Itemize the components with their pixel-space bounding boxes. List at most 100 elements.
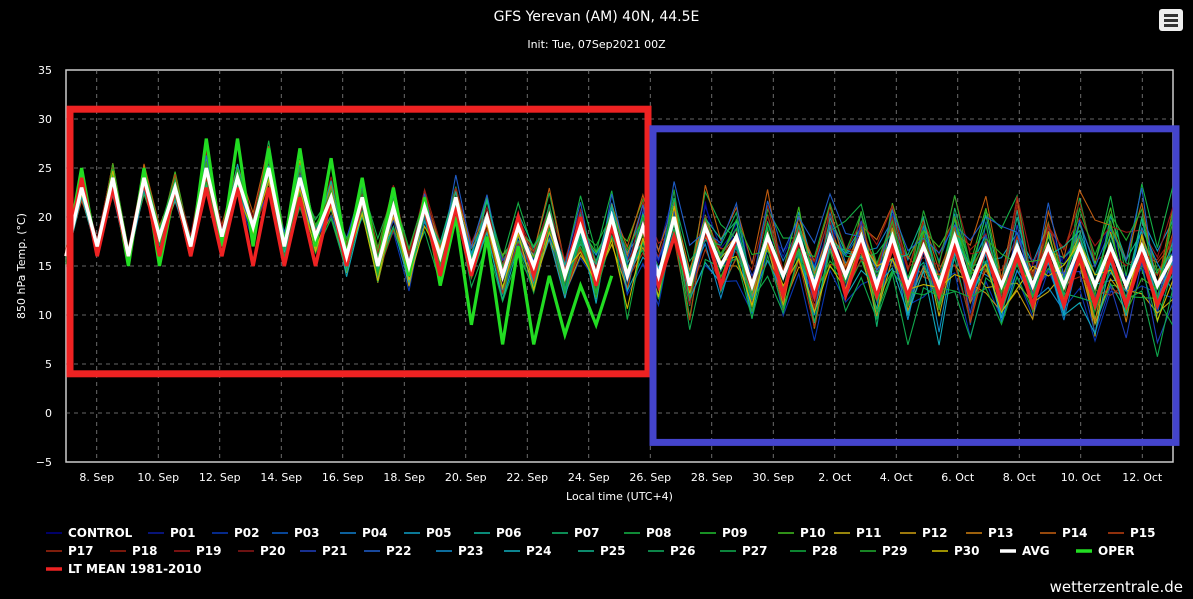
legend-item[interactable]: P21 [300, 544, 348, 558]
legend-item[interactable]: P17 [46, 544, 94, 558]
y-tick-label: 10 [38, 309, 52, 322]
legend-label: CONTROL [68, 526, 133, 540]
legend-label: P07 [574, 526, 600, 540]
legend-item[interactable]: LT MEAN 1981-2010 [46, 562, 201, 576]
x-tick-label: 12. Sep [199, 471, 241, 484]
legend-item[interactable]: P15 [1108, 526, 1156, 540]
x-tick-label: 22. Sep [506, 471, 548, 484]
legend-label: LT MEAN 1981-2010 [68, 562, 201, 576]
x-tick-label: 26. Sep [629, 471, 671, 484]
x-tick-label: 8. Oct [1003, 471, 1037, 484]
legend-label: P30 [954, 544, 980, 558]
legend-item[interactable]: P22 [364, 544, 412, 558]
legend-label: P01 [170, 526, 196, 540]
legend-label: P20 [260, 544, 286, 558]
x-tick-label: 14. Sep [260, 471, 302, 484]
legend-label: P18 [132, 544, 158, 558]
y-tick-label: −5 [36, 456, 52, 469]
legend-item[interactable]: P19 [174, 544, 222, 558]
avg-line [64, 167, 1175, 292]
legend-label: P15 [1130, 526, 1156, 540]
legend-label: P25 [600, 544, 626, 558]
x-tick-label: 10. Sep [137, 471, 179, 484]
legend-item[interactable]: P29 [860, 544, 908, 558]
legend-label: P12 [922, 526, 948, 540]
legend-label: P21 [322, 544, 348, 558]
series-group [64, 138, 1175, 357]
chart-title: GFS Yerevan (AM) 40N, 44.5E [493, 9, 700, 25]
y-tick-label: 15 [38, 260, 52, 273]
y-axis-title: 850 hPa Temp. (°C) [15, 213, 28, 319]
x-tick-label: 20. Sep [445, 471, 487, 484]
x-tick-label: 4. Oct [880, 471, 914, 484]
legend-item[interactable]: P10 [778, 526, 826, 540]
legend-label: P14 [1062, 526, 1088, 540]
legend-label: P02 [234, 526, 260, 540]
legend-label: P05 [426, 526, 452, 540]
legend-item[interactable]: P13 [966, 526, 1014, 540]
legend-item[interactable]: P30 [932, 544, 980, 558]
legend-item[interactable]: P07 [552, 526, 600, 540]
legend-item[interactable]: P27 [720, 544, 768, 558]
legend-item[interactable]: P20 [238, 544, 286, 558]
legend-label: OPER [1098, 544, 1134, 558]
chart-subtitle: Init: Tue, 07Sep2021 00Z [527, 38, 666, 51]
legend-item[interactable]: P24 [504, 544, 552, 558]
legend-item[interactable]: P14 [1040, 526, 1088, 540]
hamburger-menu-icon[interactable] [1159, 9, 1183, 31]
y-tick-label: 30 [38, 113, 52, 126]
legend-item[interactable]: P23 [436, 544, 484, 558]
legend-item[interactable]: P09 [700, 526, 748, 540]
legend-label: P27 [742, 544, 768, 558]
legend-label: P29 [882, 544, 908, 558]
x-tick-label: 10. Oct [1061, 471, 1102, 484]
x-tick-label: 24. Sep [568, 471, 610, 484]
legend-item[interactable]: P28 [790, 544, 838, 558]
x-tick-label: 2. Oct [818, 471, 852, 484]
legend-item[interactable]: P01 [148, 526, 196, 540]
legend-label: P03 [294, 526, 320, 540]
legend-label: P06 [496, 526, 522, 540]
legend-item[interactable]: P26 [648, 544, 696, 558]
legend-item[interactable]: P25 [578, 544, 626, 558]
legend-label: P13 [988, 526, 1014, 540]
y-tick-label: 5 [45, 358, 52, 371]
x-tick-label: 16. Sep [322, 471, 364, 484]
legend-item[interactable]: P04 [340, 526, 388, 540]
y-tick-label: 25 [38, 162, 52, 175]
legend-item[interactable]: P05 [404, 526, 452, 540]
legend-label: P04 [362, 526, 388, 540]
legend-item[interactable]: P18 [110, 544, 158, 558]
legend-label: P24 [526, 544, 552, 558]
credit-text: wetterzentrale.de [1049, 578, 1183, 596]
legend-label: P19 [196, 544, 222, 558]
legend-label: AVG [1022, 544, 1050, 558]
x-tick-label: 12. Oct [1122, 471, 1163, 484]
legend-label: P26 [670, 544, 696, 558]
legend-item[interactable]: OPER [1076, 544, 1134, 558]
legend-item[interactable]: CONTROL [46, 526, 133, 540]
x-tick-label: 30. Sep [752, 471, 794, 484]
legend-label: P28 [812, 544, 838, 558]
y-tick-label: 35 [38, 64, 52, 77]
x-tick-label: 8. Sep [79, 471, 114, 484]
legend-item[interactable]: P03 [272, 526, 320, 540]
legend-label: P22 [386, 544, 412, 558]
legend-label: P17 [68, 544, 94, 558]
x-tick-label: 18. Sep [383, 471, 425, 484]
legend-label: P11 [856, 526, 882, 540]
legend-label: P23 [458, 544, 484, 558]
x-tick-label: 6. Oct [941, 471, 975, 484]
y-tick-label: 0 [45, 407, 52, 420]
legend-label: P09 [722, 526, 748, 540]
legend-item[interactable]: P11 [834, 526, 882, 540]
x-axis-title: Local time (UTC+4) [566, 490, 673, 503]
legend-item[interactable]: P06 [474, 526, 522, 540]
legend-item[interactable]: P08 [624, 526, 672, 540]
legend-item[interactable]: P12 [900, 526, 948, 540]
y-tick-label: 20 [38, 211, 52, 224]
legend-label: P10 [800, 526, 826, 540]
legend-item[interactable]: AVG [1000, 544, 1050, 558]
legend-item[interactable]: P02 [212, 526, 260, 540]
